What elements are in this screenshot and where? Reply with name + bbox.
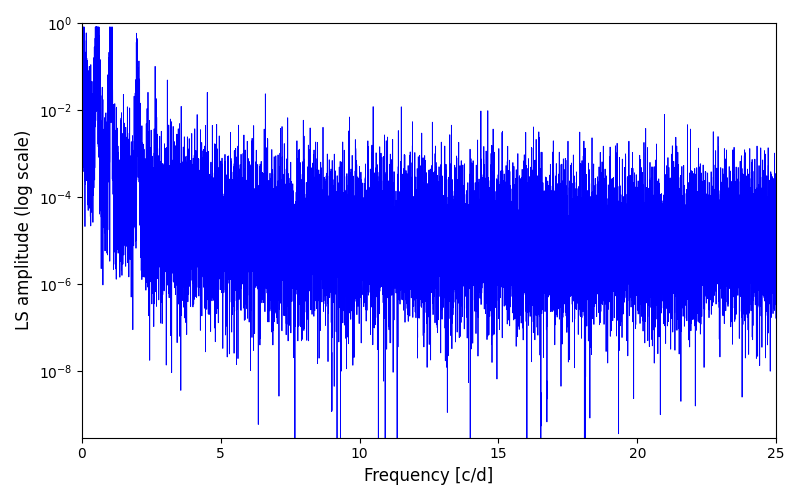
Y-axis label: LS amplitude (log scale): LS amplitude (log scale) [15, 130, 33, 330]
X-axis label: Frequency [c/d]: Frequency [c/d] [364, 467, 494, 485]
